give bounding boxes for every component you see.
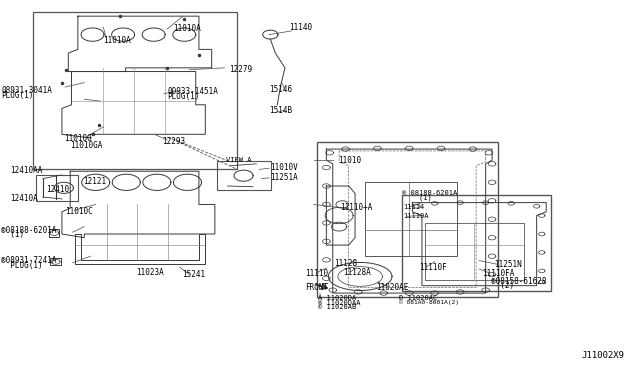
Text: © 081A0-8001A(2): © 081A0-8001A(2): [399, 300, 459, 305]
Text: 15241: 15241: [182, 270, 205, 279]
Text: 11110: 11110: [305, 269, 328, 278]
Text: 12121: 12121: [83, 177, 106, 186]
Bar: [49, 229, 60, 237]
Bar: [33, 13, 237, 169]
Text: 11251N: 11251N: [494, 260, 522, 269]
Bar: [36, 175, 78, 201]
Text: (1): (1): [402, 195, 432, 201]
Text: 11023A: 11023A: [136, 268, 164, 277]
Text: 11251A: 11251A: [270, 173, 298, 182]
Text: PLUG(1): PLUG(1): [1, 91, 34, 100]
Text: 12410AA: 12410AA: [10, 166, 42, 174]
Text: J11002X9: J11002X9: [582, 351, 625, 360]
Bar: [365, 182, 457, 256]
Text: 11110FA: 11110FA: [483, 269, 515, 278]
Text: ®08158-61628: ®08158-61628: [491, 277, 547, 286]
Text: 11010C: 11010C: [65, 206, 93, 216]
Bar: [425, 223, 524, 280]
Text: 12410: 12410: [46, 185, 69, 194]
Text: 11010G: 11010G: [64, 134, 92, 142]
Text: 11020AE: 11020AE: [376, 283, 408, 292]
Text: VIEW A: VIEW A: [226, 157, 251, 163]
Text: © 11020AB: © 11020AB: [318, 304, 356, 310]
Text: 11010GA: 11010GA: [70, 141, 102, 150]
Text: 08931-3041A: 08931-3041A: [1, 86, 52, 95]
Text: ®08188-6201A: ®08188-6201A: [1, 226, 57, 235]
Text: PLUG(1): PLUG(1): [1, 261, 43, 270]
Text: 11110A: 11110A: [403, 213, 428, 219]
Text: ®08931-7241A: ®08931-7241A: [1, 256, 57, 266]
Text: FRONT: FRONT: [305, 283, 328, 292]
Text: 12410A: 12410A: [10, 194, 37, 203]
Text: 00933-1451A: 00933-1451A: [168, 87, 219, 96]
Bar: [217, 161, 271, 190]
Text: 11114: 11114: [403, 205, 424, 211]
Text: 11010A: 11010A: [103, 36, 131, 45]
Text: 11110+A: 11110+A: [340, 202, 372, 212]
Text: 11128A: 11128A: [343, 268, 371, 277]
Text: 12279: 12279: [230, 65, 253, 74]
Text: 11128: 11128: [334, 259, 357, 268]
Text: 11010V: 11010V: [270, 163, 298, 172]
Text: 11010: 11010: [338, 155, 361, 165]
Text: ® 11020DAA: ® 11020DAA: [318, 300, 360, 306]
Text: (2): (2): [491, 281, 514, 290]
Text: 11110F: 11110F: [419, 263, 447, 272]
Bar: [401, 195, 551, 291]
Text: ® 08188-6201A: ® 08188-6201A: [402, 190, 458, 196]
Text: Ð 11020AC: Ð 11020AC: [399, 295, 437, 301]
Text: (1): (1): [1, 230, 24, 239]
Text: 12293: 12293: [162, 137, 185, 146]
Text: 1514B: 1514B: [269, 106, 292, 115]
Text: 11140: 11140: [289, 23, 312, 32]
Text: PLUG(1): PLUG(1): [168, 92, 200, 101]
Text: 15146: 15146: [269, 85, 292, 94]
Bar: [317, 142, 499, 297]
Text: Â 11020DA: Â 11020DA: [318, 295, 356, 301]
Text: 11010A: 11010A: [173, 24, 201, 33]
Bar: [51, 258, 61, 265]
